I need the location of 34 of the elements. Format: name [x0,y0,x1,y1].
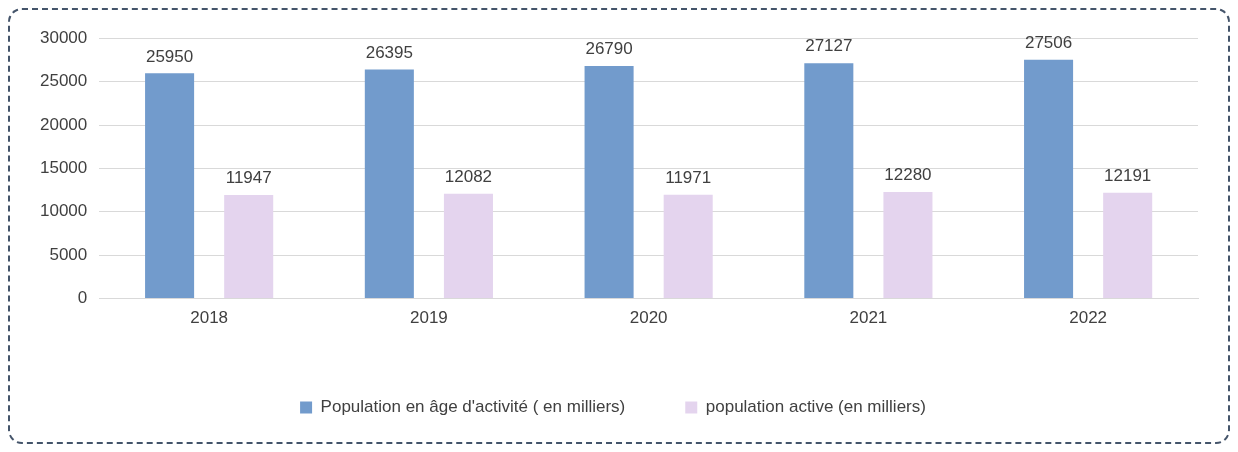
data-label: 26395 [365,42,413,62]
x-tick-label: 2020 [629,308,668,328]
bar [584,66,634,299]
data-label: 11971 [665,167,712,187]
data-label: 12280 [884,165,932,185]
bar [364,69,414,299]
bar [804,63,854,299]
x-tick-label: 2019 [409,308,448,328]
x-tick-label: 2022 [1069,308,1108,328]
y-tick-label: 15000 [39,158,88,178]
data-label: 11947 [225,168,272,188]
bar [145,73,195,299]
bar [883,192,933,299]
x-tick-label: 2021 [849,308,888,328]
y-tick-label: 20000 [39,114,88,134]
legend-label: population active (en milliers) [705,397,926,417]
data-label: 27506 [1024,33,1073,53]
legend-label: Population en âge d'activité ( en milliers) [320,397,626,417]
data-label: 27127 [805,36,853,56]
data-label: 12082 [444,166,493,186]
y-tick-label: 0 [77,288,88,308]
data-label: 12191 [1104,165,1152,185]
x-tick-label: 2018 [190,308,229,328]
y-tick-label: 30000 [39,27,88,47]
y-tick-label: 25000 [39,71,88,91]
bar [663,194,713,299]
bar [443,193,493,299]
bar [1103,192,1153,299]
bar [224,194,274,299]
y-tick-label: 10000 [39,201,88,221]
data-label: 26790 [585,39,633,59]
data-label: 25950 [145,46,194,66]
y-tick-label: 5000 [49,244,88,264]
bar [1024,59,1074,299]
